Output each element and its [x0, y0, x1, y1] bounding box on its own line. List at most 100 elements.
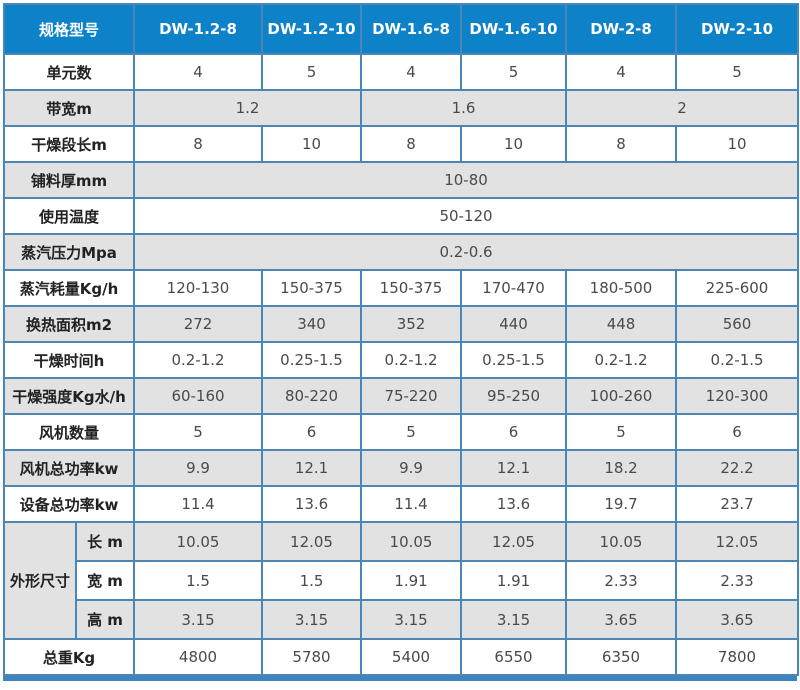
row-label: 干燥强度Kg水/h	[2, 377, 136, 415]
value-cell: 4800	[133, 638, 264, 676]
value-cell: 560	[675, 305, 800, 343]
value-cell: 340	[261, 305, 363, 343]
value-cell: 4	[133, 53, 264, 91]
table-row: 高 m 3.15 3.15 3.15 3.15 3.65 3.65	[4, 599, 800, 640]
value-cell: 8	[565, 125, 678, 163]
row-label: 总重Kg	[2, 638, 136, 676]
value-cell: 4	[360, 53, 463, 91]
table-row: 宽 m 1.5 1.5 1.91 1.91 2.33 2.33	[4, 560, 800, 601]
value-cell: 6	[675, 413, 800, 451]
value-cell: 4	[565, 53, 678, 91]
value-cell: 5	[261, 53, 363, 91]
value-cell: 95-250	[460, 377, 568, 415]
row-label: 带宽m	[2, 89, 136, 127]
table-row: 换热面积m2 272 340 352 440 448 560	[2, 305, 800, 343]
table-row: 外形尺寸长 m 10.05 12.05 10.05 12.05 10.05 12.05	[3, 521, 800, 640]
value-cell: 1.91	[360, 560, 463, 601]
value-cell: 10.05	[360, 521, 463, 562]
value-cell: 7800	[675, 638, 800, 676]
value-cell: 5	[565, 413, 678, 451]
value-cell: 6	[460, 413, 568, 451]
value-cell: 3.15	[133, 599, 264, 640]
value-cell: 5	[360, 413, 463, 451]
header-cell-model: DW-1.6-10	[460, 3, 568, 55]
table-row: 带宽m 1.2 1.6 2	[2, 89, 800, 127]
value-cell: 10-80	[133, 161, 800, 199]
row-label: 使用温度	[2, 197, 136, 235]
value-cell: 5	[133, 413, 264, 451]
row-label: 铺料厚mm	[2, 161, 136, 199]
table-row: 风机数量 5 6 5 6 5 6	[2, 413, 800, 451]
row-label: 风机数量	[2, 413, 136, 451]
table-row: 使用温度 50-120	[2, 197, 800, 235]
header-row: 规格型号 DW-1.2-8 DW-1.2-10 DW-1.6-8 DW-1.6-10 DW…	[2, 3, 800, 55]
value-cell: 1.2	[133, 89, 363, 127]
table-row: 总重Kg 4800 5780 5400 6550 6350 7800	[2, 638, 800, 676]
value-cell: 272	[133, 305, 264, 343]
table-row: 设备总功率kw 11.4 13.6 11.4 13.6 19.7 23.7	[2, 485, 800, 523]
value-cell: 0.2-1.2	[133, 341, 264, 379]
value-cell: 0.25-1.5	[460, 341, 568, 379]
header-cell-spec-model: 规格型号	[2, 3, 136, 55]
row-label: 蒸汽压力Mpa	[2, 233, 136, 271]
table-row: 铺料厚mm 10-80	[2, 161, 800, 199]
value-cell: 352	[360, 305, 463, 343]
row-label: 蒸汽耗量Kg/h	[2, 269, 136, 307]
row-label: 设备总功率kw	[2, 485, 136, 523]
row-label: 风机总功率kw	[2, 449, 136, 487]
value-cell: 5400	[360, 638, 463, 676]
value-cell: 0.2-0.6	[133, 233, 800, 271]
row-label: 单元数	[2, 53, 136, 91]
table-row: 干燥强度Kg水/h 60-160 80-220 75-220 95-250 100-260…	[2, 377, 800, 415]
value-cell: 100-260	[565, 377, 678, 415]
table-body: 单元数 4 5 4 5 4 5 带宽m 1.2 1.6 2 干燥段长m 8 10 8 10 8 10 铺料厚mm 10…	[2, 53, 800, 676]
value-cell: 10.05	[133, 521, 264, 562]
row-sublabel: 高 m	[74, 599, 136, 640]
value-cell: 5	[460, 53, 568, 91]
table-header: 规格型号 DW-1.2-8 DW-1.2-10 DW-1.6-8 DW-1.6-10 DW…	[2, 3, 800, 55]
value-cell: 6	[261, 413, 363, 451]
value-cell: 0.2-1.2	[360, 341, 463, 379]
spec-table-container: 规格型号 DW-1.2-8 DW-1.2-10 DW-1.6-8 DW-1.6-10 DW…	[2, 3, 800, 681]
header-cell-model: DW-1.2-10	[261, 3, 363, 55]
value-cell: 120-300	[675, 377, 800, 415]
value-cell: 9.9	[360, 449, 463, 487]
value-cell: 10	[675, 125, 800, 163]
value-cell: 18.2	[565, 449, 678, 487]
value-cell: 12.05	[460, 521, 568, 562]
value-cell: 1.6	[360, 89, 568, 127]
value-cell: 5	[675, 53, 800, 91]
value-cell: 6350	[565, 638, 678, 676]
value-cell: 11.4	[133, 485, 264, 523]
value-cell: 3.65	[675, 599, 800, 640]
value-cell: 3.65	[565, 599, 678, 640]
value-cell: 12.1	[460, 449, 568, 487]
value-cell: 150-375	[261, 269, 363, 307]
table-row: 风机总功率kw 9.9 12.1 9.9 12.1 18.2 22.2	[2, 449, 800, 487]
value-cell: 0.2-1.5	[675, 341, 800, 379]
table-row: 蒸汽耗量Kg/h 120-130 150-375 150-375 170-470 180-…	[2, 269, 800, 307]
value-cell: 180-500	[565, 269, 678, 307]
value-cell: 10	[460, 125, 568, 163]
row-sublabel: 宽 m	[74, 560, 136, 601]
value-cell: 13.6	[460, 485, 568, 523]
value-cell: 5780	[261, 638, 363, 676]
value-cell: 0.2-1.2	[565, 341, 678, 379]
value-cell: 23.7	[675, 485, 800, 523]
table-row: 干燥时间h 0.2-1.2 0.25-1.5 0.2-1.2 0.25-1.5 0.2-1…	[2, 341, 800, 379]
value-cell: 12.05	[261, 521, 363, 562]
header-cell-model: DW-2-8	[565, 3, 678, 55]
value-cell: 10.05	[565, 521, 678, 562]
value-cell: 75-220	[360, 377, 463, 415]
header-cell-model: DW-1.2-8	[133, 3, 264, 55]
value-cell: 8	[133, 125, 264, 163]
value-cell: 448	[565, 305, 678, 343]
row-label: 换热面积m2	[2, 305, 136, 343]
header-cell-model: DW-1.6-8	[360, 3, 463, 55]
table-row: 单元数 4 5 4 5 4 5	[2, 53, 800, 91]
header-cell-model: DW-2-10	[675, 3, 800, 55]
value-cell: 11.4	[360, 485, 463, 523]
value-cell: 440	[460, 305, 568, 343]
value-cell: 170-470	[460, 269, 568, 307]
